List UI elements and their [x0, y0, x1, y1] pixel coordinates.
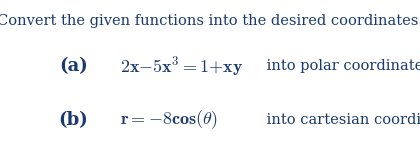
- Text: $\mathbf{2x{-}5x^3{=}1{+}xy}$: $\mathbf{2x{-}5x^3{=}1{+}xy}$: [120, 54, 243, 78]
- Text: into cartesian coordinates.: into cartesian coordinates.: [262, 113, 420, 127]
- Text: (a): (a): [59, 57, 88, 75]
- Text: (b): (b): [59, 111, 88, 129]
- Text: Convert the given functions into the desired coordinates.: Convert the given functions into the des…: [0, 14, 420, 28]
- Text: into polar coordinates,: into polar coordinates,: [262, 59, 420, 73]
- Text: $\mathbf{r{=}{-}8cos(\theta)}$: $\mathbf{r{=}{-}8cos(\theta)}$: [120, 109, 218, 131]
